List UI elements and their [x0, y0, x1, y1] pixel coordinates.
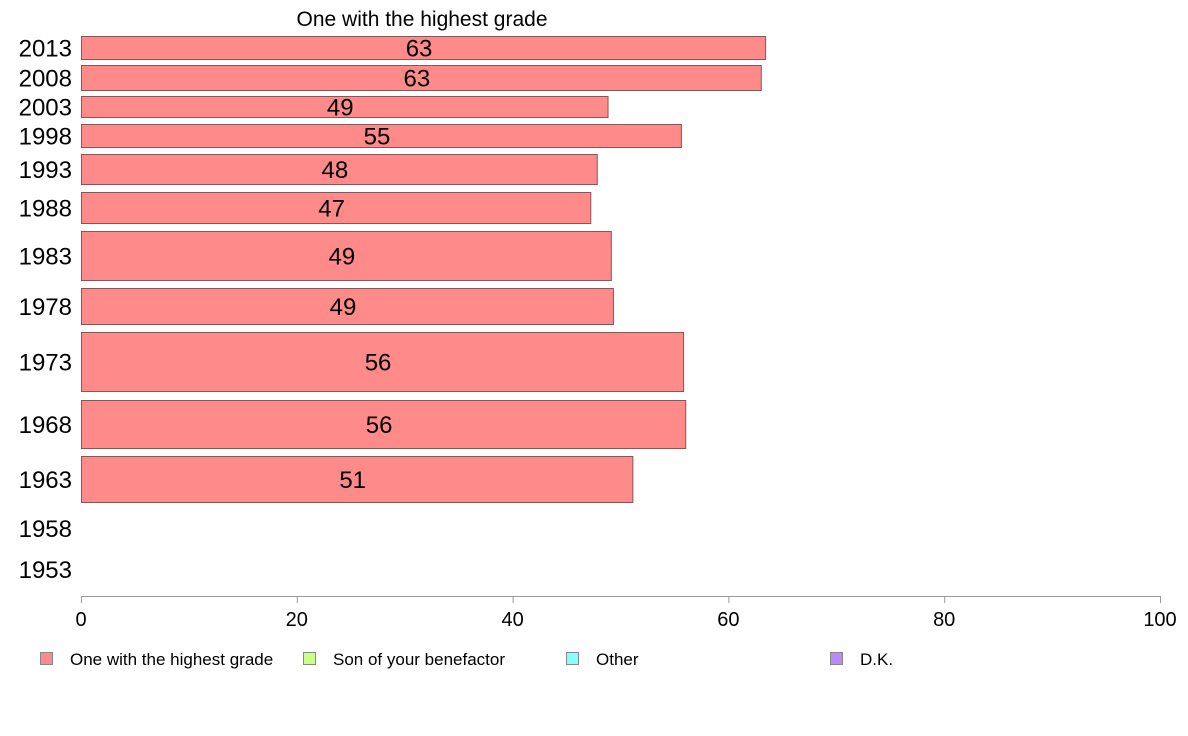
legend-item: Son of your benefactor [303, 650, 505, 669]
bar-value-label: 56 [365, 350, 392, 377]
bar [81, 456, 634, 503]
bar [81, 231, 612, 281]
y-tick-label: 1998 [19, 124, 72, 151]
legend: One with the highest grade Son of your be… [40, 650, 893, 669]
bar-value-label: 56 [366, 412, 393, 439]
x-tick-label: 0 [75, 609, 86, 631]
bar [81, 96, 609, 118]
x-tick-label: 60 [717, 609, 739, 631]
bar [81, 154, 598, 185]
x-tick-label: 80 [933, 609, 955, 631]
legend-swatch [303, 652, 316, 665]
bar [81, 192, 592, 224]
legend-swatch [40, 652, 53, 665]
y-tick-label: 2013 [19, 36, 72, 63]
bar [81, 332, 685, 392]
bar-value-label: 51 [339, 467, 366, 494]
y-tick-label: 1958 [19, 516, 72, 543]
y-tick-label: 2003 [19, 95, 72, 122]
y-tick-label: 1963 [19, 467, 72, 494]
legend-item: D.K. [830, 650, 893, 669]
legend-item: One with the highest grade [40, 650, 273, 669]
bar [81, 36, 767, 60]
y-tick-label: 1983 [19, 244, 72, 271]
bar [81, 288, 614, 325]
y-tick-label: 1978 [19, 294, 72, 321]
legend-label: One with the highest grade [70, 650, 273, 669]
legend-item: Other [566, 650, 639, 669]
y-tick-label: 1973 [19, 350, 72, 377]
y-tick-label: 2008 [19, 66, 72, 93]
y-tick-label: 1968 [19, 412, 72, 439]
y-tick-label: 1953 [19, 557, 72, 584]
y-tick-label: 1988 [19, 196, 72, 223]
legend-label: Other [596, 650, 639, 669]
legend-label: Son of your benefactor [333, 650, 505, 669]
bar [81, 400, 687, 449]
x-tick-label: 20 [286, 609, 308, 631]
bar [81, 124, 682, 148]
bar [81, 65, 762, 91]
bar-value-label: 55 [364, 124, 391, 151]
x-axis: 0 20 40 60 80 100 [75, 596, 1177, 631]
bar-value-label: 63 [406, 36, 433, 63]
bars-group: 63 63 49 55 48 47 49 49 56 56 51 [81, 36, 767, 503]
y-tick-label: 1993 [19, 157, 72, 184]
bar-value-label: 49 [327, 95, 354, 122]
legend-swatch [566, 652, 579, 665]
x-tick-label: 40 [501, 609, 523, 631]
chart-title: One with the highest grade [297, 8, 548, 31]
legend-swatch [830, 652, 843, 665]
x-tick-label: 100 [1143, 609, 1176, 631]
bar-value-label: 49 [329, 244, 356, 271]
legend-label: D.K. [860, 650, 893, 669]
bar-value-label: 49 [330, 294, 357, 321]
bar-value-label: 48 [322, 157, 349, 184]
bar-value-label: 63 [404, 66, 431, 93]
bar-value-label: 47 [318, 196, 345, 223]
